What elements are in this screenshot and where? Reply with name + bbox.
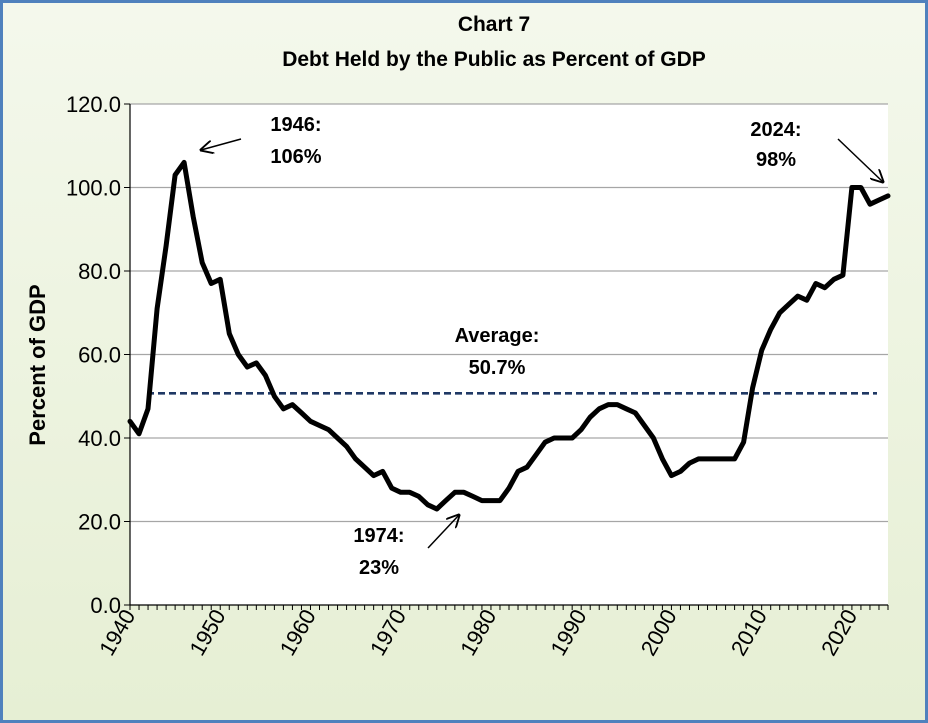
- series-line: [127, 159, 891, 512]
- annotation-1974-line1: 1974:: [353, 525, 404, 547]
- annotation-2024-arrow: [837, 138, 883, 182]
- y-axis-title: Percent of GDP: [25, 284, 50, 445]
- x-tick-label: 1960: [275, 605, 321, 660]
- annotation-1974-line2: 23%: [359, 557, 399, 579]
- gridlines: [130, 103, 888, 523]
- chart-svg: Chart 7 Debt Held by the Public as Perce…: [25, 13, 891, 660]
- x-tick-label: 2020: [816, 605, 862, 660]
- y-axis-tick-labels: 0.0 20.0 40.0 60.0 80.0 100.0 120.0: [66, 92, 130, 618]
- annotation-1974-arrow: [427, 515, 459, 549]
- series-layer: [127, 159, 891, 512]
- chart-subtitle: Debt Held by the Public as Percent of GD…: [282, 48, 706, 71]
- x-axis-tick-labels: 1940 1950 1960 1970 1980 1990 2000 2010 2020: [94, 605, 862, 660]
- annotation-2024-line1: 2024:: [750, 119, 801, 141]
- y-tick-label: 80.0: [78, 259, 121, 284]
- annotation-1946-line2: 106%: [270, 146, 321, 168]
- y-tick-label: 60.0: [78, 343, 121, 368]
- chart-title: Chart 7: [458, 13, 530, 36]
- x-tick-label: 1950: [184, 605, 230, 660]
- annotation-2024-line2: 98%: [756, 149, 796, 171]
- x-tick-label: 1990: [545, 605, 591, 660]
- annotation-1946-line1: 1946:: [270, 114, 321, 136]
- y-tick-label: 40.0: [78, 426, 121, 451]
- average-value: 50.7%: [469, 357, 526, 379]
- x-tick-label: 2000: [636, 605, 682, 660]
- average-label: Average:: [455, 325, 540, 347]
- x-tick-label: 2010: [726, 605, 772, 660]
- y-tick-label: 0.0: [90, 593, 121, 618]
- y-tick-label: 100.0: [66, 176, 121, 201]
- annotation-1946-arrow: [201, 138, 242, 150]
- y-tick-label: 20.0: [78, 510, 121, 535]
- x-tick-label: 1980: [455, 605, 501, 660]
- y-tick-label: 120.0: [66, 92, 121, 117]
- x-tick-label: 1970: [365, 605, 411, 660]
- x-axis-minor-ticks: [129, 605, 889, 610]
